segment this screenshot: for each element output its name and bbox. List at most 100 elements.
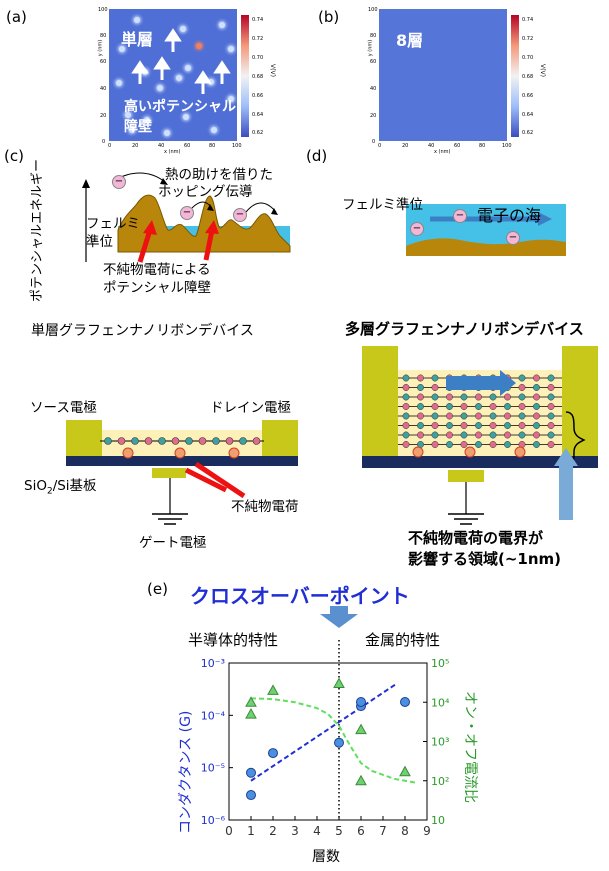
- potential-spot: [218, 21, 225, 28]
- map-b-cbar-tick: 0.74: [522, 17, 534, 23]
- gate-electrode-label: ゲート電極: [139, 535, 207, 551]
- map-b-ytick: 0: [372, 139, 376, 145]
- carbon-atom: [489, 431, 497, 439]
- carbon-atom: [518, 422, 526, 429]
- x-tick-label: 1: [247, 824, 255, 838]
- map-a-xtick: 20: [132, 143, 139, 149]
- carbon-atom: [533, 374, 540, 382]
- impurity-barrier-label-2: ポテンシャル障壁: [103, 280, 211, 296]
- x-tick-label: 8: [401, 824, 409, 838]
- carbon-atom: [212, 437, 220, 445]
- carbon-atom: [144, 437, 153, 445]
- carbon-atom: [117, 437, 126, 445]
- map-a-xtick: 40: [158, 143, 165, 149]
- carbon-atom: [417, 384, 424, 391]
- carbon-atom: [239, 437, 247, 445]
- map-a-x-axis: x (nm): [164, 149, 181, 155]
- carbon-atom: [158, 437, 166, 445]
- carbon-atom: [402, 403, 410, 410]
- map-a-colorbar: [241, 15, 249, 137]
- carbon-atom: [431, 403, 439, 410]
- carbon-atom: [533, 431, 540, 439]
- carbon-atom: [225, 437, 234, 445]
- high-barrier-label: 高いポテンシャル: [124, 99, 236, 115]
- potential-spot: [180, 25, 187, 32]
- panel-label-b: (b): [318, 8, 340, 26]
- onoff-fit-line: [250, 697, 417, 784]
- map-a-ytick: 80: [100, 33, 107, 39]
- carbon-atom: [475, 393, 482, 401]
- carbon-atom: [547, 403, 555, 410]
- potential-spot: [134, 16, 141, 23]
- map-b-xtick: 40: [428, 143, 435, 149]
- map-b-cbar-tick: 0.70: [522, 55, 534, 61]
- carbon-atom: [489, 422, 497, 429]
- potential-spot: [129, 127, 136, 134]
- onoff-ratio-point: [245, 708, 257, 719]
- carbon-atom: [475, 441, 482, 448]
- impurity-barrier-label-1: 不純物電荷による: [103, 262, 211, 278]
- conductance-point: [334, 737, 344, 748]
- panel-label-a: (a): [6, 8, 27, 26]
- carbon-atom: [547, 393, 555, 401]
- chart-y-label: コンダクタンス (G): [178, 710, 194, 834]
- carbon-atom: [504, 403, 511, 410]
- carbon-atom: [185, 437, 193, 445]
- carbon-atom: [446, 431, 453, 439]
- potential-spot: [195, 42, 202, 49]
- x-tick-label: 2: [269, 824, 277, 838]
- carbon-atom: [460, 441, 468, 448]
- carbon-atom: [198, 437, 207, 445]
- carbon-atom: [431, 384, 439, 391]
- carbon-atom: [518, 374, 526, 382]
- carbon-atom: [533, 403, 540, 410]
- carbon-atom: [446, 403, 453, 410]
- carbon-atom: [431, 431, 439, 439]
- conductance-point: [356, 696, 366, 707]
- map-b-xtick: 100: [502, 143, 512, 149]
- electron-sea-label: 電子の海: [477, 206, 542, 225]
- map-b-ytick: 60: [370, 59, 377, 65]
- field-region-label-2: 影響する領域(~1nm): [408, 550, 562, 568]
- potential-map-8layer: y (nm) 0 20 40 60 80 100 0 20 40 60 80 1…: [367, 5, 558, 157]
- carbon-atom: [460, 431, 468, 439]
- carbon-atom: [518, 412, 526, 420]
- electron-icon: −: [410, 222, 424, 236]
- x-tick-label: 0: [225, 824, 233, 838]
- carbon-atom: [489, 403, 497, 410]
- carbon-atom: [504, 431, 511, 439]
- single-layer-label: 単層: [121, 30, 154, 49]
- carbon-atom: [489, 441, 497, 448]
- electron-icon: −: [506, 231, 520, 245]
- source-electrode-label: ソース電極: [30, 400, 97, 416]
- electron-icon: −: [112, 175, 126, 189]
- carbon-atom: [533, 422, 540, 429]
- crossover-title: クロスオーバーポイント: [190, 584, 410, 608]
- carbon-atom: [460, 422, 468, 429]
- potential-spot: [176, 74, 183, 81]
- map-b-xtick: 20: [402, 143, 409, 149]
- electron-icon: −: [233, 208, 247, 222]
- map-b-cbar-tick: 0.66: [522, 93, 534, 99]
- hopping-label-2: ホッピング伝導: [158, 184, 253, 200]
- electron-icon: −: [180, 206, 194, 220]
- carbon-atom: [533, 384, 540, 391]
- carbon-atom: [475, 412, 482, 420]
- map-a-cbar-tick: 0.62: [252, 130, 264, 136]
- conductance-point: [268, 748, 278, 759]
- carbon-atom: [131, 437, 139, 445]
- map-a-ytick: 40: [100, 86, 107, 92]
- map-a-cbar-tick: 0.72: [252, 36, 264, 42]
- x-tick-label: 6: [357, 824, 365, 838]
- panel-label-c: (c): [4, 147, 24, 165]
- carbon-atom: [402, 393, 410, 401]
- onoff-ratio-point: [245, 696, 257, 707]
- map-b-ytick: 80: [370, 33, 377, 39]
- potential-spot: [210, 127, 217, 134]
- carbon-atom: [518, 431, 526, 439]
- chart-y2-label: オン・オフ電流比: [462, 691, 478, 803]
